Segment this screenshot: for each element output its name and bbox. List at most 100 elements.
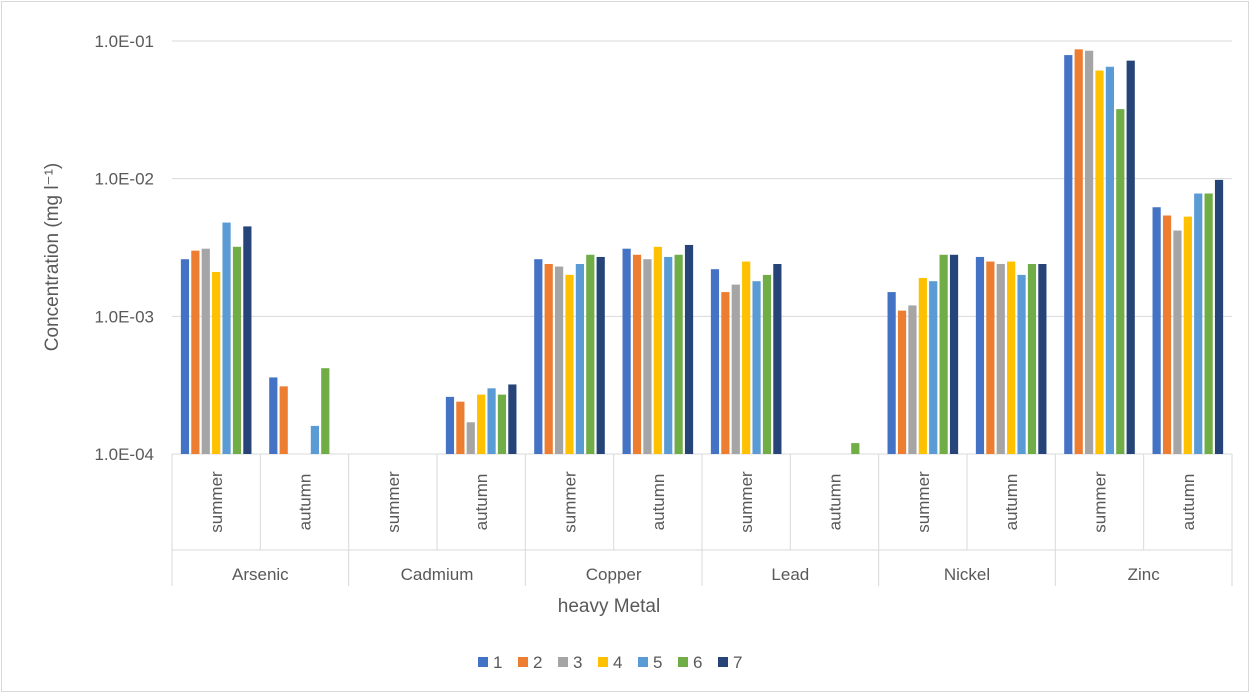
bar (310, 425, 319, 454)
bar (508, 384, 517, 454)
bar (586, 254, 595, 454)
legend: 1 2 3 4 5 6 7 (478, 653, 742, 672)
bar (466, 422, 475, 454)
bar (243, 226, 252, 454)
bar (1126, 60, 1135, 454)
bar (762, 274, 772, 454)
bar (1194, 193, 1203, 454)
bar (710, 269, 720, 454)
bar (497, 394, 507, 454)
bar (1007, 261, 1016, 454)
x-tick-label: summer (737, 471, 756, 533)
bar (456, 401, 465, 454)
bar (664, 256, 673, 454)
bar (908, 305, 917, 454)
legend-swatch (558, 657, 568, 667)
bar (321, 368, 330, 454)
bar (975, 256, 985, 454)
legend-swatch (518, 657, 528, 667)
bar (721, 292, 730, 454)
bar (731, 284, 740, 454)
x-tick-label: autumn (472, 474, 491, 531)
y-tick-label: 1.0E-02 (94, 170, 154, 189)
bar (269, 377, 278, 454)
bar (191, 250, 200, 454)
bar (477, 394, 486, 454)
x-tick-label: autumn (1179, 474, 1198, 531)
bars (180, 49, 1224, 455)
y-tick-labels: 1.0E-01 1.0E-02 1.0E-03 1.0E-04 (94, 32, 154, 464)
bar (1038, 263, 1047, 454)
bar (1017, 274, 1026, 454)
bar (534, 259, 543, 454)
legend-label: 5 (653, 653, 662, 672)
bar (1173, 230, 1182, 454)
x-axis: summer autumn summer autumn summer autumn summ… (171, 454, 1233, 586)
bar (632, 254, 642, 454)
bar (986, 261, 995, 454)
x-tick-label: autumn (296, 474, 315, 531)
x-tick-label: summer (207, 471, 226, 533)
legend-label: 3 (573, 653, 582, 672)
bar (555, 266, 564, 454)
bar (653, 246, 662, 454)
gridlines (172, 40, 1232, 455)
bar (1116, 109, 1125, 454)
bar (996, 263, 1005, 454)
group-label: Lead (771, 565, 809, 584)
bar (674, 254, 683, 454)
legend-swatch (678, 657, 688, 667)
bar (1085, 50, 1094, 454)
bar (445, 396, 455, 454)
bar (887, 292, 896, 454)
legend-label: 1 (493, 653, 502, 672)
bar (180, 259, 190, 454)
bar (929, 281, 938, 454)
legend-swatch (638, 657, 648, 667)
bar (575, 263, 584, 454)
x-tick-label: autumn (826, 474, 845, 531)
bar (596, 256, 605, 454)
bar (1064, 55, 1073, 455)
x-tick-label: autumn (649, 474, 668, 531)
bar (212, 271, 221, 454)
y-tick-label: 1.0E-03 (94, 307, 154, 326)
legend-label: 4 (613, 653, 622, 672)
bar (1152, 207, 1161, 454)
bar (939, 254, 948, 454)
bar (1162, 215, 1172, 454)
y-tick-label: 1.0E-01 (94, 32, 154, 51)
group-label: Zinc (1128, 565, 1161, 584)
legend-swatch (598, 657, 608, 667)
bar (643, 259, 652, 454)
bar (1027, 263, 1037, 454)
bar (565, 274, 574, 454)
y-axis-title: Concentration (mg l⁻¹) (42, 163, 63, 351)
bar (752, 281, 761, 454)
bar (918, 277, 927, 454)
bar (684, 244, 694, 454)
bar (1183, 216, 1192, 454)
bar (1074, 49, 1083, 455)
bar (1214, 179, 1224, 454)
x-tick-label: autumn (1002, 474, 1021, 531)
legend-swatch (478, 657, 488, 667)
x-tick-label: summer (914, 471, 933, 533)
bar (544, 263, 553, 454)
bar (897, 310, 907, 454)
bar (1105, 66, 1114, 455)
x-axis-title: heavy Metal (558, 596, 660, 617)
group-label: Arsenic (232, 565, 289, 584)
bar (851, 443, 860, 454)
bar (222, 222, 231, 454)
bar (1095, 70, 1104, 455)
bar (773, 263, 782, 454)
legend-label: 6 (693, 653, 702, 672)
y-tick-label: 1.0E-04 (94, 445, 154, 464)
bar (622, 248, 631, 454)
x-tick-label: summer (561, 471, 580, 533)
group-label: Cadmium (401, 565, 474, 584)
bar (279, 386, 288, 454)
bar (201, 248, 210, 454)
